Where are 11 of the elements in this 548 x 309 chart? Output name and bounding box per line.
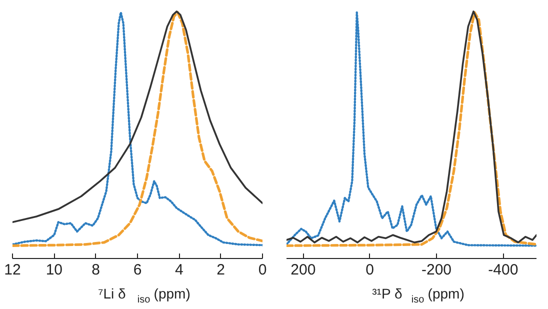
x-tick-label: 2 xyxy=(216,262,226,278)
x-tick-label: 10 xyxy=(46,262,63,278)
x-tick-label: 0 xyxy=(366,262,374,278)
x-tick-label: 6 xyxy=(133,262,142,278)
x-tick-label: -200 xyxy=(421,262,452,278)
x-tick-label: 0 xyxy=(258,262,267,278)
x-tick-label: 12 xyxy=(4,262,21,278)
x-tick-label: -400 xyxy=(488,262,518,278)
x-tick-label: 200 xyxy=(290,262,316,278)
x-tick-label: 4 xyxy=(174,262,184,278)
x-tick-label: 8 xyxy=(92,262,100,278)
